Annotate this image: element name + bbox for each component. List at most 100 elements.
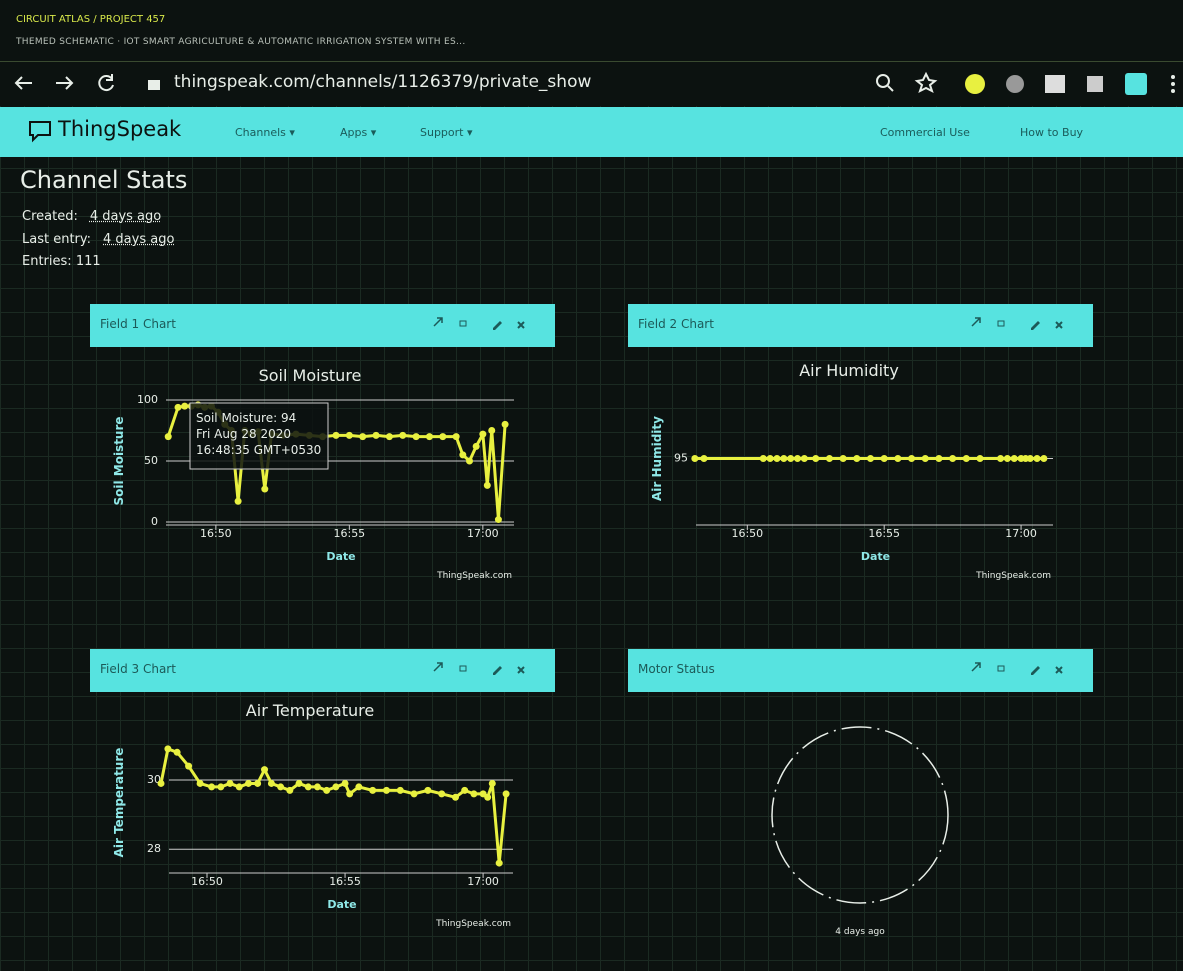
data-point[interactable]	[157, 779, 165, 787]
extension-icon[interactable]	[965, 74, 985, 94]
data-point[interactable]	[313, 783, 321, 791]
nav-menu[interactable]: Channels ▾	[235, 126, 295, 139]
nav-menu[interactable]: Support ▾	[420, 126, 473, 139]
data-point[interactable]	[385, 433, 393, 441]
close-button[interactable]	[517, 666, 525, 674]
data-point[interactable]	[949, 455, 957, 462]
data-point[interactable]	[997, 455, 1005, 462]
back-button[interactable]	[14, 76, 32, 90]
brand[interactable]: ThingSpeak	[58, 117, 182, 141]
data-point[interactable]	[1003, 455, 1011, 462]
data-point[interactable]	[261, 485, 269, 493]
data-point[interactable]	[1040, 455, 1048, 462]
extension-icon[interactable]	[1006, 75, 1024, 93]
data-point[interactable]	[382, 786, 390, 794]
data-point[interactable]	[181, 402, 189, 410]
data-point[interactable]	[1010, 455, 1018, 462]
expand-button[interactable]	[433, 662, 443, 672]
data-point[interactable]	[345, 431, 353, 439]
data-point[interactable]	[483, 481, 491, 489]
close-button[interactable]	[1055, 666, 1063, 674]
data-point[interactable]	[235, 783, 243, 791]
data-point[interactable]	[438, 790, 446, 798]
data-point[interactable]	[921, 455, 929, 462]
data-point[interactable]	[261, 766, 269, 774]
data-point[interactable]	[332, 783, 340, 791]
comment-button[interactable]	[459, 665, 467, 672]
data-point[interactable]	[976, 455, 984, 462]
data-point[interactable]	[470, 790, 478, 798]
data-point[interactable]	[226, 779, 234, 787]
data-point[interactable]	[839, 455, 847, 462]
url-text[interactable]: thingspeak.com/channels/1126379/private_…	[174, 72, 592, 92]
data-point[interactable]	[502, 790, 510, 798]
data-point[interactable]	[794, 455, 801, 462]
data-point[interactable]	[759, 455, 767, 462]
data-point[interactable]	[488, 427, 496, 434]
data-point[interactable]	[396, 786, 404, 794]
forward-button[interactable]	[56, 76, 74, 90]
data-point[interactable]	[369, 786, 377, 794]
data-point[interactable]	[346, 790, 354, 798]
data-point[interactable]	[410, 790, 418, 798]
data-point[interactable]	[853, 455, 861, 462]
data-point[interactable]	[700, 455, 708, 462]
nav-menu[interactable]: Apps ▾	[340, 126, 377, 139]
edit-button[interactable]	[1031, 321, 1040, 330]
data-point[interactable]	[1026, 455, 1034, 462]
data-point[interactable]	[234, 497, 242, 505]
data-point[interactable]	[439, 433, 447, 441]
data-point[interactable]	[185, 762, 193, 770]
nav-link[interactable]: Commercial Use	[880, 126, 970, 139]
data-point[interactable]	[254, 779, 262, 787]
data-point[interactable]	[424, 786, 432, 794]
data-point[interactable]	[935, 455, 943, 462]
data-point[interactable]	[773, 455, 781, 462]
data-point[interactable]	[295, 779, 303, 787]
data-point[interactable]	[780, 455, 788, 462]
data-point[interactable]	[217, 783, 225, 791]
nav-link[interactable]: How to Buy	[1020, 126, 1084, 139]
data-point[interactable]	[766, 455, 774, 462]
data-point[interactable]	[867, 455, 874, 462]
data-point[interactable]	[501, 420, 509, 428]
edit-button[interactable]	[493, 321, 502, 330]
data-point[interactable]	[208, 783, 216, 791]
data-point[interactable]	[495, 859, 503, 867]
data-point[interactable]	[461, 786, 469, 794]
expand-button[interactable]	[971, 662, 981, 672]
data-point[interactable]	[304, 783, 312, 791]
data-point[interactable]	[173, 748, 181, 756]
data-point[interactable]	[787, 455, 795, 462]
data-point[interactable]	[494, 516, 502, 524]
profile-icon[interactable]	[1125, 73, 1147, 95]
data-point[interactable]	[341, 779, 349, 787]
expand-button[interactable]	[971, 317, 981, 327]
edit-button[interactable]	[493, 666, 502, 675]
comment-button[interactable]	[997, 320, 1005, 327]
data-point[interactable]	[466, 457, 473, 465]
data-point[interactable]	[277, 783, 285, 791]
expand-button[interactable]	[433, 317, 443, 327]
data-point[interactable]	[472, 442, 480, 450]
data-point[interactable]	[962, 455, 970, 462]
data-point[interactable]	[1033, 455, 1041, 462]
comment-button[interactable]	[459, 320, 467, 327]
data-point[interactable]	[244, 779, 252, 787]
data-point[interactable]	[267, 779, 275, 787]
close-button[interactable]	[517, 321, 525, 329]
data-point[interactable]	[164, 745, 172, 753]
data-point[interactable]	[332, 431, 340, 439]
data-point[interactable]	[174, 403, 182, 411]
data-point[interactable]	[359, 433, 367, 441]
data-point[interactable]	[452, 433, 460, 441]
data-point[interactable]	[451, 793, 459, 801]
data-point[interactable]	[355, 783, 363, 791]
data-point[interactable]	[812, 455, 820, 462]
data-point[interactable]	[880, 455, 888, 462]
reload-button[interactable]	[98, 74, 114, 92]
data-point[interactable]	[164, 433, 172, 441]
extension-icon[interactable]	[1045, 75, 1065, 93]
data-point[interactable]	[425, 433, 433, 441]
zoom-icon[interactable]	[876, 74, 890, 88]
